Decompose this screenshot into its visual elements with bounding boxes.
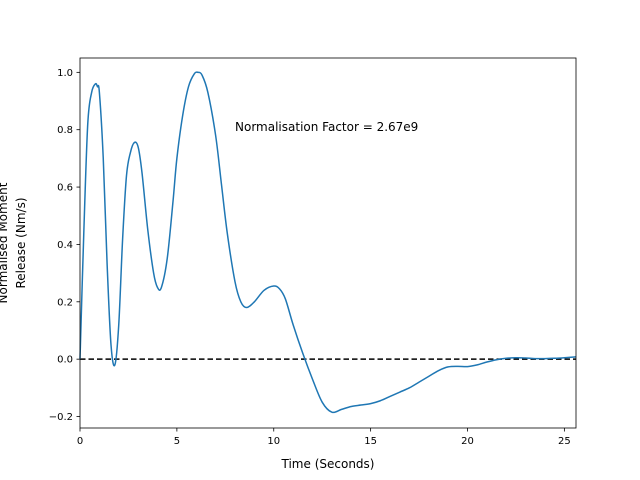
x-tick-label: 20 [461, 436, 474, 447]
x-tick-label: 10 [267, 436, 280, 447]
x-axis-label: Time (Seconds) [281, 457, 375, 471]
annotation-text: Normalisation Factor = 2.67e9 [235, 120, 418, 134]
x-ticks: 0 5 10 15 20 25 [77, 428, 571, 447]
x-tick-label: 0 [77, 436, 83, 447]
y-tick-label: 0.2 [57, 297, 73, 308]
y-tick-label: −0.2 [49, 412, 73, 423]
plot-frame [79, 57, 577, 429]
y-tick-label: 0.4 [57, 240, 73, 251]
y-ticks: −0.2 0.0 0.2 0.4 0.6 0.8 1.0 [49, 68, 80, 423]
y-tick-label: 0.8 [57, 125, 73, 136]
series-line [79, 71, 577, 414]
x-tick-label: 5 [174, 436, 180, 447]
y-axis-label-line-1: Normalised Moment [0, 182, 10, 303]
y-axis-label-line-2: Release (Nm/s) [14, 197, 28, 288]
y-tick-label: 1.0 [57, 68, 73, 79]
y-tick-label: 0.6 [57, 183, 73, 194]
x-tick-label: 25 [558, 436, 571, 447]
y-tick-label: 0.0 [57, 355, 73, 366]
x-tick-label: 15 [364, 436, 377, 447]
